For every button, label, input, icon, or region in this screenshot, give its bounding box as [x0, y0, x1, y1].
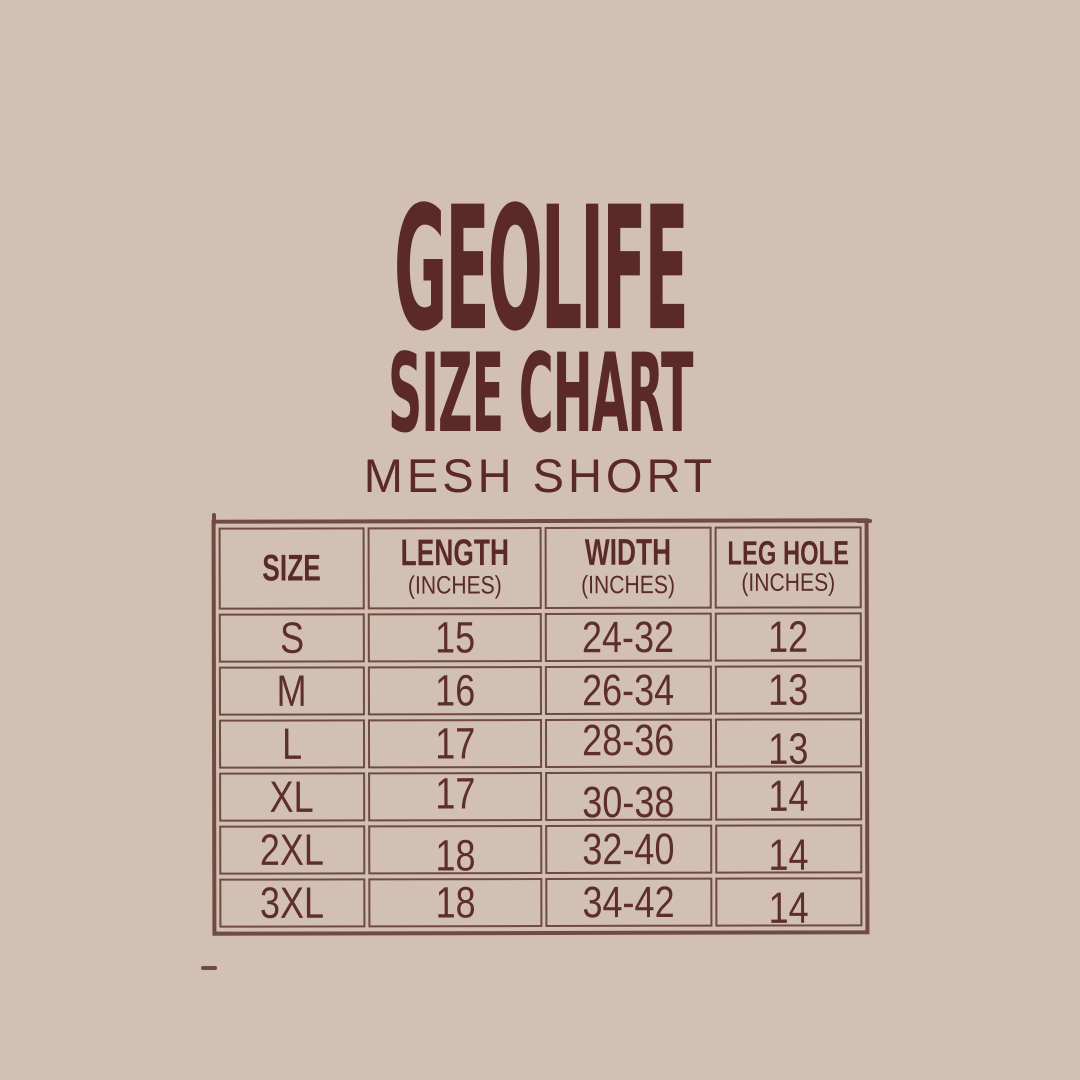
- cell-length: 18: [367, 824, 542, 880]
- brand-title-row: GEOLIFE: [0, 184, 1080, 355]
- cell-size: M: [218, 666, 365, 716]
- column-header-size: SIZE: [218, 527, 365, 610]
- column-label: SIZE: [261, 546, 321, 589]
- column-sublabel: (INCHES): [740, 568, 835, 598]
- table-row: 3XL 18 34-42 14: [218, 877, 862, 932]
- cell-size: 3XL: [218, 878, 365, 928]
- cell-leghole: 14: [714, 771, 862, 821]
- cell-length: 17: [367, 718, 542, 769]
- table-row: 2XL 18 32-40 14: [218, 824, 862, 880]
- size-table-container: SIZE LENGTH (INCHES) WIDTH (INCHES) LEG …: [0, 518, 1080, 936]
- column-header-leghole: LEG HOLE (INCHES): [713, 526, 862, 609]
- cell-length: 16: [367, 665, 542, 716]
- cell-size: S: [218, 613, 365, 663]
- page-title: SIZE CHART: [387, 331, 693, 458]
- brand-title: GEOLIFE: [393, 169, 689, 370]
- hand-drawn-stroke: [856, 519, 872, 523]
- cell-size: XL: [218, 772, 365, 822]
- cell-size: L: [218, 719, 365, 769]
- cell-width: 34-42: [544, 877, 712, 927]
- column-header-width: WIDTH (INCHES): [544, 526, 712, 609]
- table-row: XL 17 30-38 14: [218, 769, 862, 827]
- product-subtitle-row: MESH SHORT: [0, 452, 1080, 499]
- cell-length: 15: [367, 612, 542, 663]
- table-row: S 15 24-32 12: [218, 612, 862, 663]
- hand-drawn-stroke: [212, 513, 216, 525]
- column-sublabel: (INCHES): [407, 570, 502, 600]
- product-subtitle: MESH SHORT: [363, 449, 717, 502]
- cell-width: 32-40: [544, 824, 712, 874]
- hand-drawn-stroke: [201, 966, 217, 970]
- cell-width: 24-32: [544, 612, 712, 662]
- table-row: M 16 26-34 13: [218, 665, 862, 716]
- cell-width: 28-36: [544, 716, 712, 768]
- table-header-row: SIZE LENGTH (INCHES) WIDTH (INCHES) LEG …: [218, 526, 862, 610]
- column-sublabel: (INCHES): [580, 570, 675, 600]
- cell-width: 26-34: [544, 665, 712, 715]
- table-row: L 17 28-36 13: [218, 716, 862, 773]
- cell-length: 18: [367, 877, 543, 928]
- column-label: WIDTH: [584, 531, 671, 574]
- cell-leghole: 13: [714, 718, 862, 773]
- column-header-length: LENGTH (INCHES): [366, 526, 542, 610]
- cell-leghole: 13: [714, 665, 862, 715]
- page-title-row: SIZE CHART: [0, 340, 1080, 449]
- cell-leghole: 12: [714, 612, 862, 662]
- cell-leghole: 14: [714, 824, 862, 879]
- cell-length: 17: [367, 769, 542, 822]
- cell-leghole: 14: [714, 877, 862, 932]
- cell-size: 2XL: [218, 825, 365, 875]
- size-table: SIZE LENGTH (INCHES) WIDTH (INCHES) LEG …: [211, 518, 869, 936]
- column-label: LEG HOLE: [726, 533, 849, 572]
- column-label: LENGTH: [399, 531, 509, 574]
- cell-width: 30-38: [544, 771, 712, 827]
